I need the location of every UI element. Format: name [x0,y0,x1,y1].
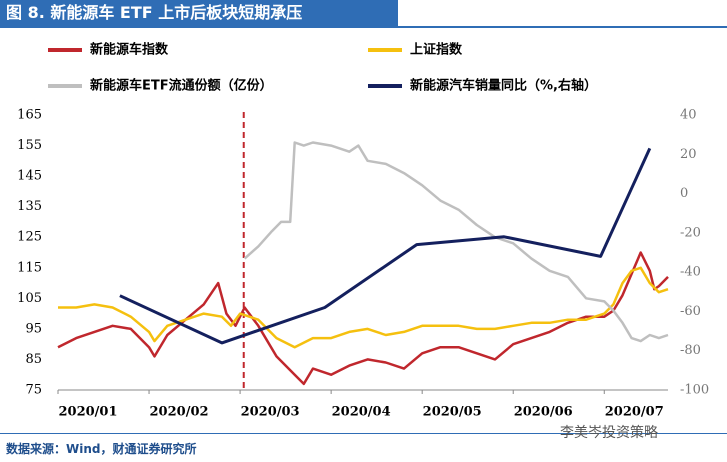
y-tick-label: 165 [17,108,42,123]
x-tick-label: 2020/02 [150,405,209,420]
x-tick-label: 2020/06 [514,405,573,420]
y-tick-label: 145 [17,169,42,184]
legend-label: 新能源车ETF流通份额（亿份） [90,78,273,94]
y2-tick-label: -100 [680,383,709,398]
x-tick-label: 2020/01 [58,405,117,420]
y2-tick-label: 20 [680,147,697,162]
legend-label: 新能源车指数 [90,42,169,58]
header: 图 8. 新能源车 ETF 上市后板块短期承压 [0,0,398,26]
y2-tick-label: -20 [680,225,701,240]
x-tick-label: 2020/04 [332,405,391,420]
watermark: 李美岑投资策略 [560,425,658,441]
x-tick-label: 2020/05 [423,405,482,420]
y-tick-label: 75 [25,383,42,398]
y-tick-label: 125 [17,230,42,245]
y2-tick-label: -60 [680,304,701,319]
y2-tick-label: -80 [680,343,701,358]
y2-tick-label: 0 [680,186,688,201]
series-line [119,147,652,345]
series-line [58,266,669,349]
series-line [243,141,669,343]
y-tick-label: 135 [17,199,42,214]
series-line [57,251,669,386]
header-rule [0,26,727,28]
y2-tick-label: -40 [680,265,701,280]
footer-rule [0,433,727,434]
legend-label: 新能源汽车销量同比（%,右轴） [410,78,597,94]
x-tick-label: 2020/07 [605,405,664,420]
y-tick-label: 85 [25,352,42,367]
x-tick-label: 2020/03 [241,405,300,420]
chart: 75 85 95 105 115 125 135 145 155 165 -100 -80 -60 -40… [17,42,709,420]
y-tick-label: 155 [17,138,42,153]
y-tick-label: 105 [17,291,42,306]
y-tick-label: 95 [25,321,42,336]
y2-tick-label: 40 [680,108,697,123]
source: 数据来源：Wind，财通证券研究所 [6,442,197,456]
legend-label: 上证指数 [410,42,463,58]
y-tick-label: 115 [17,260,42,275]
